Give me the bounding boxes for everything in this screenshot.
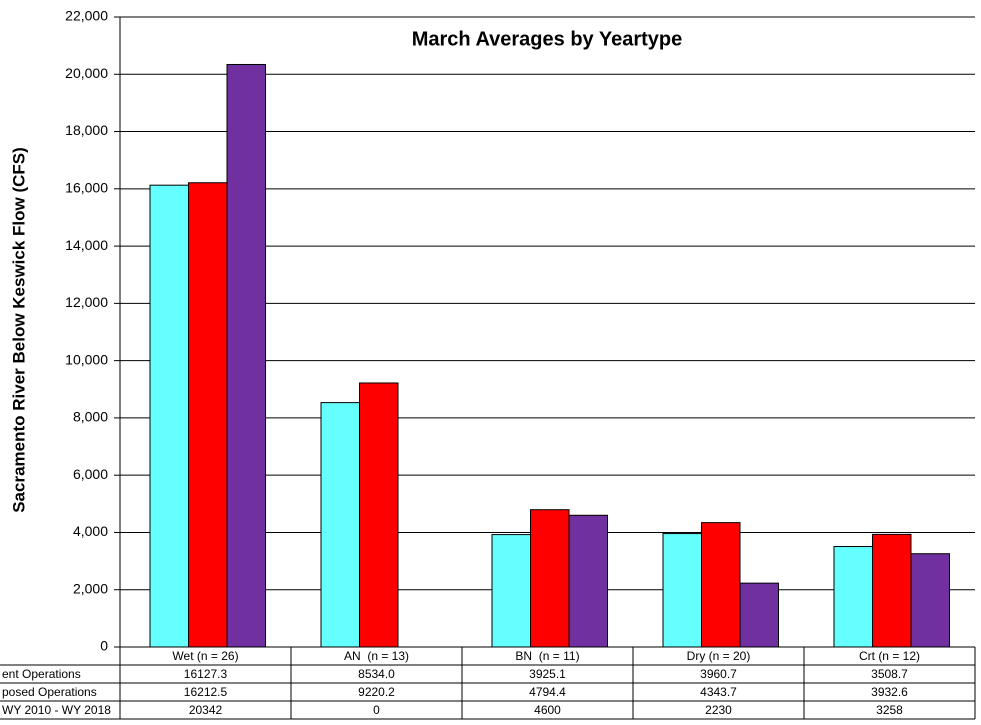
bar	[701, 522, 741, 648]
table-value: 2230	[705, 703, 732, 717]
table-value: 16127.3	[184, 667, 228, 681]
category-label: Crt (n = 12)	[859, 649, 920, 663]
table-value: 3932.6	[871, 685, 908, 699]
bar	[910, 553, 950, 648]
table-value: 4600	[534, 703, 561, 717]
table-value: 3508.7	[871, 667, 908, 681]
bar	[320, 402, 360, 648]
category-label: AN (n = 13)	[344, 649, 409, 663]
bar	[833, 546, 873, 648]
category-label: Wet (n = 26)	[172, 649, 238, 663]
y-tick-label: 0	[100, 638, 108, 654]
y-tick-label: 12,000	[65, 294, 108, 310]
table-value: 4343.7	[700, 685, 737, 699]
category-label: Dry (n = 20)	[687, 649, 751, 663]
table-value: 4794.4	[529, 685, 566, 699]
bar	[149, 184, 189, 648]
category-label: BN (n = 11)	[515, 649, 579, 663]
table-value: 9220.2	[358, 685, 395, 699]
y-tick-label: 14,000	[65, 237, 108, 253]
y-tick-label: 22,000	[65, 8, 108, 24]
y-tick-label: 6,000	[73, 466, 108, 482]
legend-label: WY 2010 - WY 2018	[2, 703, 111, 717]
bar	[188, 182, 228, 648]
legend-label: posed Operations	[2, 685, 97, 699]
y-tick-label: 8,000	[73, 409, 108, 425]
table-value: 3960.7	[700, 667, 737, 681]
bar	[662, 533, 702, 648]
table-value: 20342	[189, 703, 223, 717]
table-value: 3258	[876, 703, 903, 717]
legend-label: ent Operations	[2, 667, 81, 681]
bar	[530, 509, 570, 648]
y-tick-label: 16,000	[65, 180, 108, 196]
y-tick-label: 2,000	[73, 580, 108, 596]
bar	[226, 63, 266, 648]
table-value: 8534.0	[358, 667, 395, 681]
y-tick-label: 20,000	[65, 65, 108, 81]
bar	[568, 514, 608, 648]
chart-title: March Averages by Yeartype	[412, 28, 683, 50]
y-tick-label: 4,000	[73, 523, 108, 539]
table-value: 0	[373, 703, 380, 717]
bar	[491, 534, 531, 648]
bar	[872, 533, 912, 648]
table-value: 16212.5	[184, 685, 228, 699]
y-tick-label: 18,000	[65, 122, 108, 138]
bar	[739, 582, 779, 648]
y-tick-label: 10,000	[65, 351, 108, 367]
y-axis-label: Sacramento River Below Keswick Flow (CFS…	[9, 147, 28, 513]
bar	[359, 382, 399, 648]
table-value: 3925.1	[529, 667, 566, 681]
